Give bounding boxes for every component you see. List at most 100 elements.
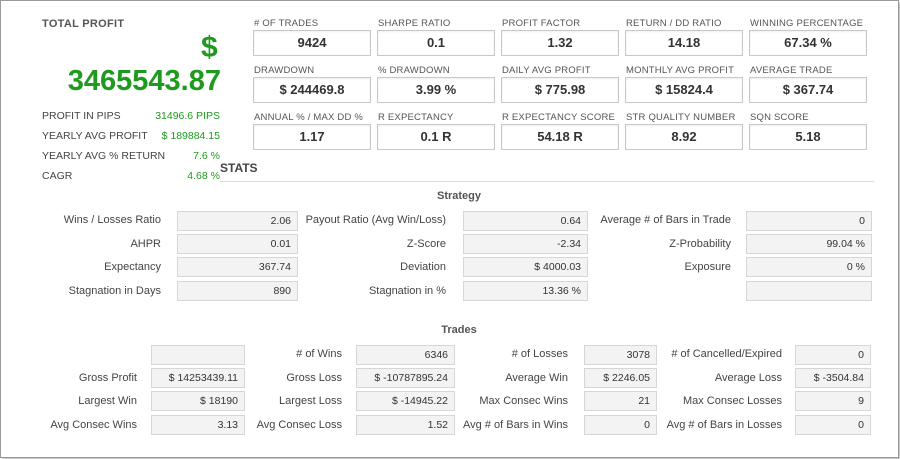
side-label: CAGR <box>42 170 73 182</box>
metric-value: 1.32 <box>501 30 619 56</box>
side-label: YEARLY AVG % RETURN <box>42 150 166 162</box>
trade-value: 1.52 <box>356 415 455 435</box>
side-row-yearly-avg-profit: YEARLY AVG PROFIT $ 189884.15 <box>42 130 220 142</box>
stat-label: Deviation <box>400 261 446 273</box>
trade-label: Avg Consec Loss <box>256 419 342 431</box>
stat-label: Stagnation in Days <box>68 285 161 297</box>
metric-value: 8.92 <box>625 124 743 150</box>
side-label: PROFIT IN PIPS <box>42 110 121 122</box>
stat-value: 890 <box>177 281 298 301</box>
metric-value: $ 775.98 <box>501 77 619 103</box>
trade-value-empty <box>151 345 245 365</box>
metric-label: DAILY AVG PROFIT <box>502 65 591 76</box>
stats-title: STATS <box>220 161 258 175</box>
side-row-profit-pips: PROFIT IN PIPS 31496.6 PIPS <box>42 110 220 122</box>
trade-label: Average Win <box>505 372 568 384</box>
metric-label: PROFIT FACTOR <box>502 18 581 29</box>
metric-label: SQN SCORE <box>750 112 809 123</box>
stat-value: $ 4000.03 <box>463 257 588 277</box>
trade-label: Avg Consec Wins <box>50 419 137 431</box>
metric-label: R EXPECTANCY <box>378 112 454 123</box>
metric-label: RETURN / DD RATIO <box>626 18 722 29</box>
side-label: YEARLY AVG PROFIT <box>42 130 148 142</box>
stat-value: 0 % <box>746 257 872 277</box>
trade-value: $ -3504.84 <box>795 368 871 388</box>
trade-value: $ -10787895.24 <box>356 368 455 388</box>
stats-divider <box>220 181 874 182</box>
stat-label: Average # of Bars in Trade <box>600 214 731 226</box>
stat-label: Exposure <box>684 261 731 273</box>
trades-section-title: Trades <box>441 324 477 336</box>
stat-label: Stagnation in % <box>368 285 446 297</box>
trade-value: 21 <box>584 391 657 411</box>
stat-label: Z-Score <box>406 238 446 250</box>
stat-value: 13.36 % <box>463 281 588 301</box>
stat-value: -2.34 <box>463 234 588 254</box>
stat-value-empty <box>746 281 872 301</box>
total-profit-value: 3465543.87 <box>67 65 221 97</box>
stat-label: Expectancy <box>104 261 161 273</box>
metric-value: 3.99 % <box>377 77 495 103</box>
metric-value: 0.1 R <box>377 124 495 150</box>
metric-value: $ 367.74 <box>749 77 867 103</box>
trade-value: $ 18190 <box>151 391 245 411</box>
metric-label: ANNUAL % / MAX DD % <box>254 112 364 123</box>
trade-label: Largest Win <box>78 395 137 407</box>
trade-label: Gross Loss <box>286 372 342 384</box>
trade-value: 0 <box>795 345 871 365</box>
stat-value: 2.06 <box>177 211 298 231</box>
currency-symbol: $ <box>201 31 218 64</box>
trade-label: Max Consec Wins <box>479 395 568 407</box>
metric-value: 1.17 <box>253 124 371 150</box>
trade-label: Avg # of Bars in Losses <box>666 419 782 431</box>
metric-label: SHARPE RATIO <box>378 18 451 29</box>
metric-label: AVERAGE TRADE <box>750 65 833 76</box>
trade-value: 9 <box>795 391 871 411</box>
metric-label: MONTHLY AVG PROFIT <box>626 65 735 76</box>
side-value: $ 189884.15 <box>161 130 220 142</box>
stat-value: 0 <box>746 211 872 231</box>
stat-value: 0.01 <box>177 234 298 254</box>
trade-label: Gross Profit <box>78 372 137 384</box>
stat-value: 367.74 <box>177 257 298 277</box>
side-value: 4.68 % <box>187 170 220 182</box>
trade-label: # of Wins <box>296 348 342 360</box>
trade-value: 0 <box>584 415 657 435</box>
metric-value: $ 15824.4 <box>625 77 743 103</box>
metric-label: WINNING PERCENTAGE <box>750 18 864 29</box>
metric-value: 5.18 <box>749 124 867 150</box>
total-profit-title: TOTAL PROFIT <box>42 18 125 30</box>
trade-label: # of Cancelled/Expired <box>671 348 782 360</box>
metric-label: STR QUALITY NUMBER <box>626 112 736 123</box>
trade-value: 3078 <box>584 345 657 365</box>
side-row-yearly-avg-return: YEARLY AVG % RETURN 7.6 % <box>42 150 220 162</box>
side-value: 7.6 % <box>193 150 220 162</box>
strategy-section-title: Strategy <box>436 190 482 202</box>
trade-label: Average Loss <box>714 372 782 384</box>
metric-label: R EXPECTANCY SCORE <box>502 112 616 123</box>
metric-label: DRAWDOWN <box>254 65 315 76</box>
trade-value: $ 2246.05 <box>584 368 657 388</box>
trade-value: 3.13 <box>151 415 245 435</box>
trade-label: Largest Loss <box>279 395 342 407</box>
side-value: 31496.6 PIPS <box>155 110 220 122</box>
metric-label: % DRAWDOWN <box>378 65 450 76</box>
trade-value: $ 14253439.11 <box>151 368 245 388</box>
metric-value: $ 244469.8 <box>253 77 371 103</box>
metric-value: 0.1 <box>377 30 495 56</box>
trade-label: # of Losses <box>511 348 568 360</box>
trade-value: $ -14945.22 <box>356 391 455 411</box>
stat-label: Payout Ratio (Avg Win/Loss) <box>305 214 446 226</box>
trade-value: 6346 <box>356 345 455 365</box>
trade-label: Avg # of Bars in Wins <box>463 419 568 431</box>
stat-label: Wins / Losses Ratio <box>63 214 161 226</box>
metric-label: # OF TRADES <box>254 18 319 29</box>
metric-value: 14.18 <box>625 30 743 56</box>
metric-value: 54.18 R <box>501 124 619 150</box>
stat-value: 0.64 <box>463 211 588 231</box>
stat-label: AHPR <box>130 238 161 250</box>
trade-value: 0 <box>795 415 871 435</box>
metric-value: 67.34 % <box>749 30 867 56</box>
metric-value: 9424 <box>253 30 371 56</box>
